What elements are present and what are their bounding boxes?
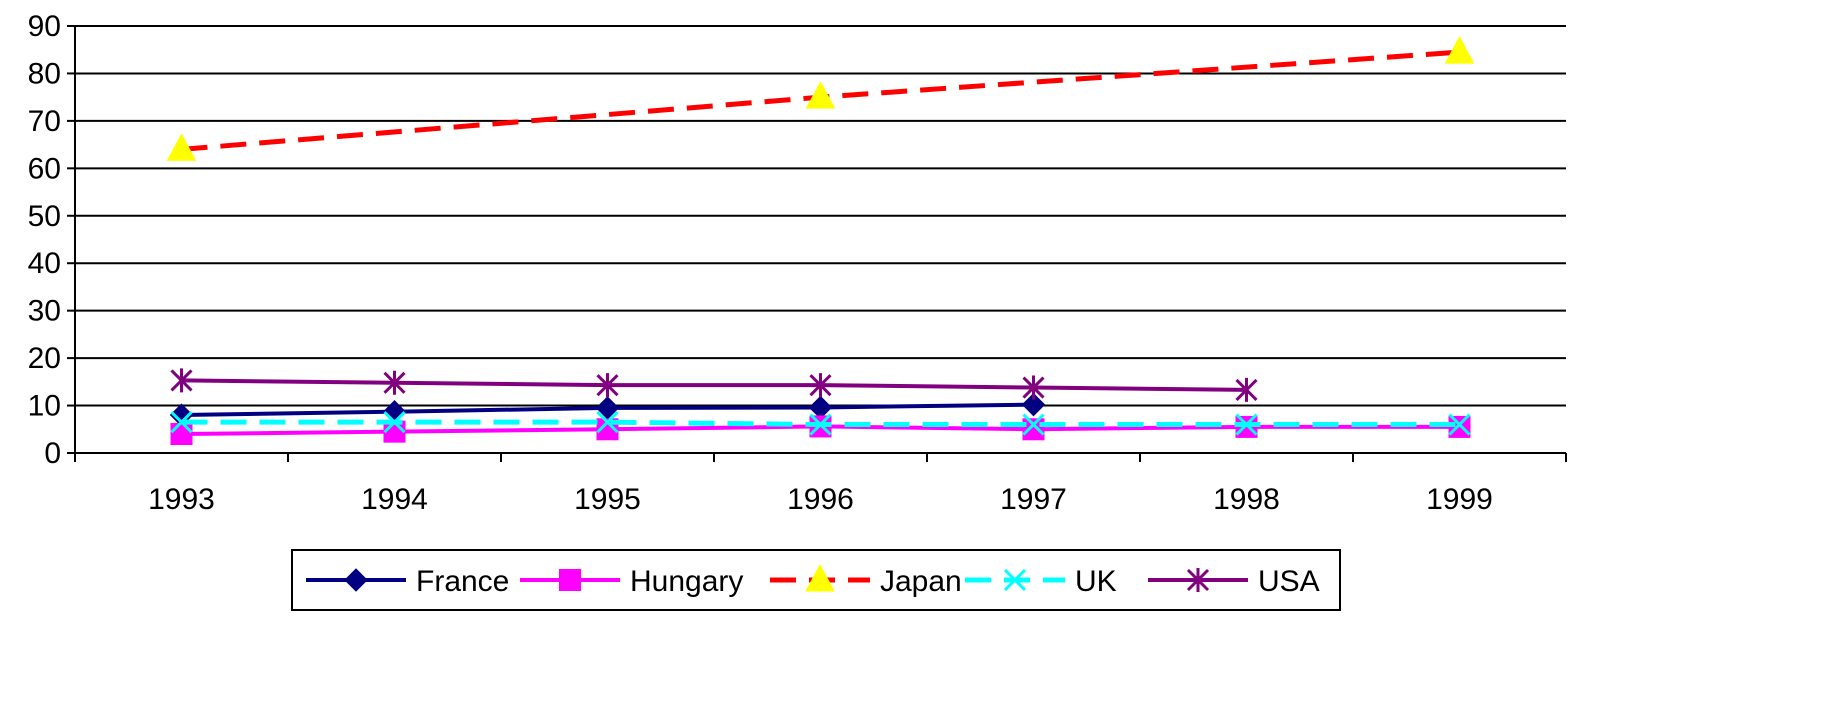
legend-entry-france: France	[306, 565, 509, 598]
data-point-france	[382, 400, 407, 424]
data-point-uk	[170, 411, 193, 434]
data-point-usa	[809, 373, 832, 398]
series-japan	[166, 36, 1475, 161]
data-point-usa	[1235, 377, 1258, 402]
x-tick-label: 1993	[148, 483, 215, 516]
y-tick-label: 70	[28, 105, 61, 138]
data-point-uk	[383, 411, 406, 434]
legend-swatch-marker	[805, 563, 835, 592]
legend-label: UK	[1075, 565, 1117, 598]
legend-entry-hungary: Hungary	[520, 565, 743, 598]
legend-swatch-marker	[1186, 568, 1210, 592]
axes	[74, 26, 1566, 454]
series-usa	[170, 368, 1258, 402]
y-tick-label: 30	[28, 295, 61, 328]
legend-entry-usa: USA	[1148, 565, 1320, 598]
data-point-uk	[809, 413, 832, 436]
x-axis-ticks: 1993 1994 1995 1996 1997 1998 1999	[74, 453, 1567, 516]
legend-swatch-marker	[1003, 568, 1027, 592]
data-point-hungary	[170, 423, 193, 446]
y-tick-label: 90	[28, 10, 61, 43]
x-tick-label: 1997	[1000, 483, 1067, 516]
x-tick-label: 1998	[1213, 483, 1280, 516]
legend-swatch-marker	[344, 568, 368, 592]
y-tick-label: 50	[28, 200, 61, 233]
y-tick-label: 80	[28, 57, 61, 90]
legend: France Hungary Japan UK USA	[291, 549, 1341, 611]
y-tick-label: 0	[44, 437, 61, 470]
legend-swatch-marker	[559, 569, 581, 591]
data-point-uk	[1235, 413, 1258, 436]
data-point-hungary	[1448, 415, 1471, 438]
y-tick-label: 10	[28, 390, 61, 423]
data-point-france	[1021, 392, 1046, 417]
x-tick-label: 1996	[787, 483, 854, 516]
data-point-usa	[383, 370, 406, 395]
x-tick-label: 1995	[574, 483, 641, 516]
y-tick-label: 20	[28, 342, 61, 375]
series-line-usa	[181, 378, 1247, 392]
data-point-usa	[596, 373, 619, 398]
series-hungary	[170, 415, 1471, 446]
legend-label: Hungary	[630, 565, 743, 598]
series-layer	[166, 36, 1475, 446]
data-point-japan	[805, 81, 836, 109]
legend-entry-japan: Japan	[770, 563, 962, 598]
x-tick-label: 1999	[1426, 483, 1493, 516]
data-point-uk	[1022, 413, 1045, 436]
legend-label: France	[416, 565, 509, 598]
data-point-hungary	[1022, 418, 1045, 441]
y-axis-ticks: 0 10 20 30 40 50 60 70 80 90	[28, 10, 75, 470]
legend-label: USA	[1258, 565, 1320, 598]
data-point-japan	[166, 133, 197, 161]
data-point-japan	[1444, 36, 1475, 64]
y-tick-label: 60	[28, 152, 61, 185]
x-tick-label: 1994	[361, 483, 428, 516]
legend-label: Japan	[880, 565, 962, 598]
data-point-usa	[170, 368, 193, 393]
data-point-usa	[1022, 375, 1045, 400]
gridlines	[75, 25, 1566, 407]
y-tick-label: 40	[28, 247, 61, 280]
data-point-uk	[596, 411, 619, 434]
series-uk	[170, 411, 1471, 436]
legend-entry-uk: UK	[965, 565, 1117, 598]
data-point-uk	[1448, 413, 1471, 436]
